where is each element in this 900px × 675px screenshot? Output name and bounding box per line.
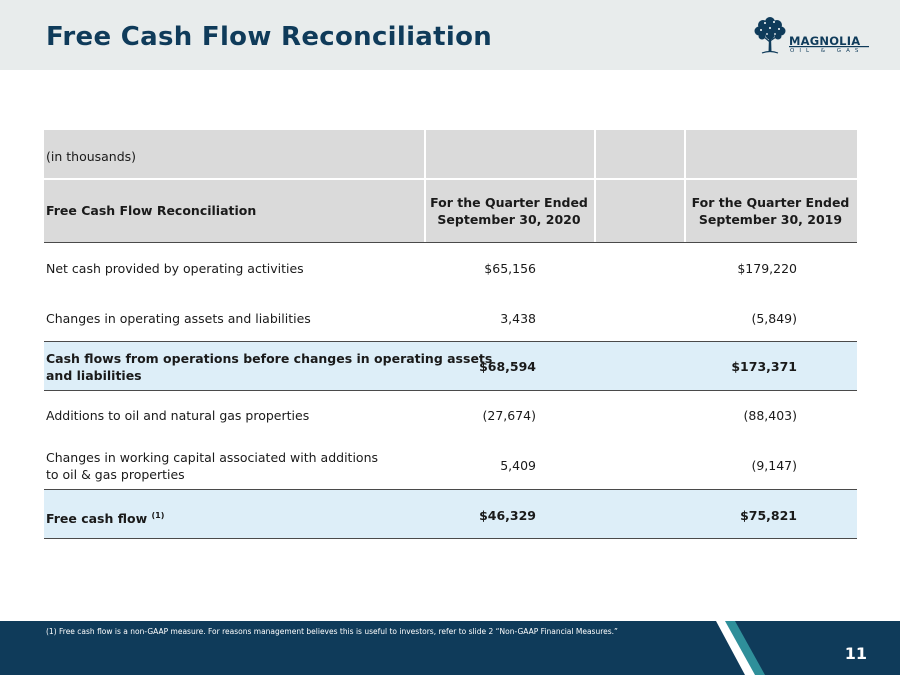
column-header-2019: For the Quarter Ended September 30, 2019: [691, 195, 850, 227]
table-row: Changes in working capital associated wi…: [44, 441, 857, 490]
table-row: Additions to oil and natural gas propert…: [46, 408, 797, 423]
units-label: (in thousands): [46, 149, 137, 164]
page-number: 11: [844, 644, 867, 663]
footer-accent: [716, 621, 900, 675]
table-units-row: (in thousands): [44, 130, 857, 178]
column-header-2020: For the Quarter Ended September 30, 2020: [430, 195, 588, 227]
logo-subtext: OIL & GAS: [790, 48, 864, 54]
table-row: Changes in operating assets and liabilit…: [46, 311, 797, 326]
logo-underline: [789, 46, 869, 48]
tree-icon: [754, 17, 786, 54]
header-label: Free Cash Flow Reconciliation: [46, 203, 257, 218]
table-row-total: Free cash flow (1) $46,329 $75,821: [44, 490, 857, 539]
footnote-marker: (1): [151, 511, 165, 520]
slide-footer: [0, 621, 900, 675]
company-logo: MAGNOLIA OIL & GAS: [752, 14, 870, 58]
table-row-subtotal: Cash flows from operations before change…: [44, 341, 857, 391]
table-row: Net cash provided by operating activitie…: [46, 261, 797, 276]
page-title: Free Cash Flow Reconciliation: [46, 22, 493, 52]
table-header-row: Free Cash Flow Reconciliation For the Qu…: [44, 178, 857, 243]
logo-wordmark: MAGNOLIA: [789, 34, 861, 48]
slide-header: [0, 0, 900, 70]
footnote: (1) Free cash flow is a non-GAAP measure…: [46, 627, 618, 636]
reconciliation-table: (in thousands) Free Cash Flow Reconcilia…: [44, 130, 857, 539]
